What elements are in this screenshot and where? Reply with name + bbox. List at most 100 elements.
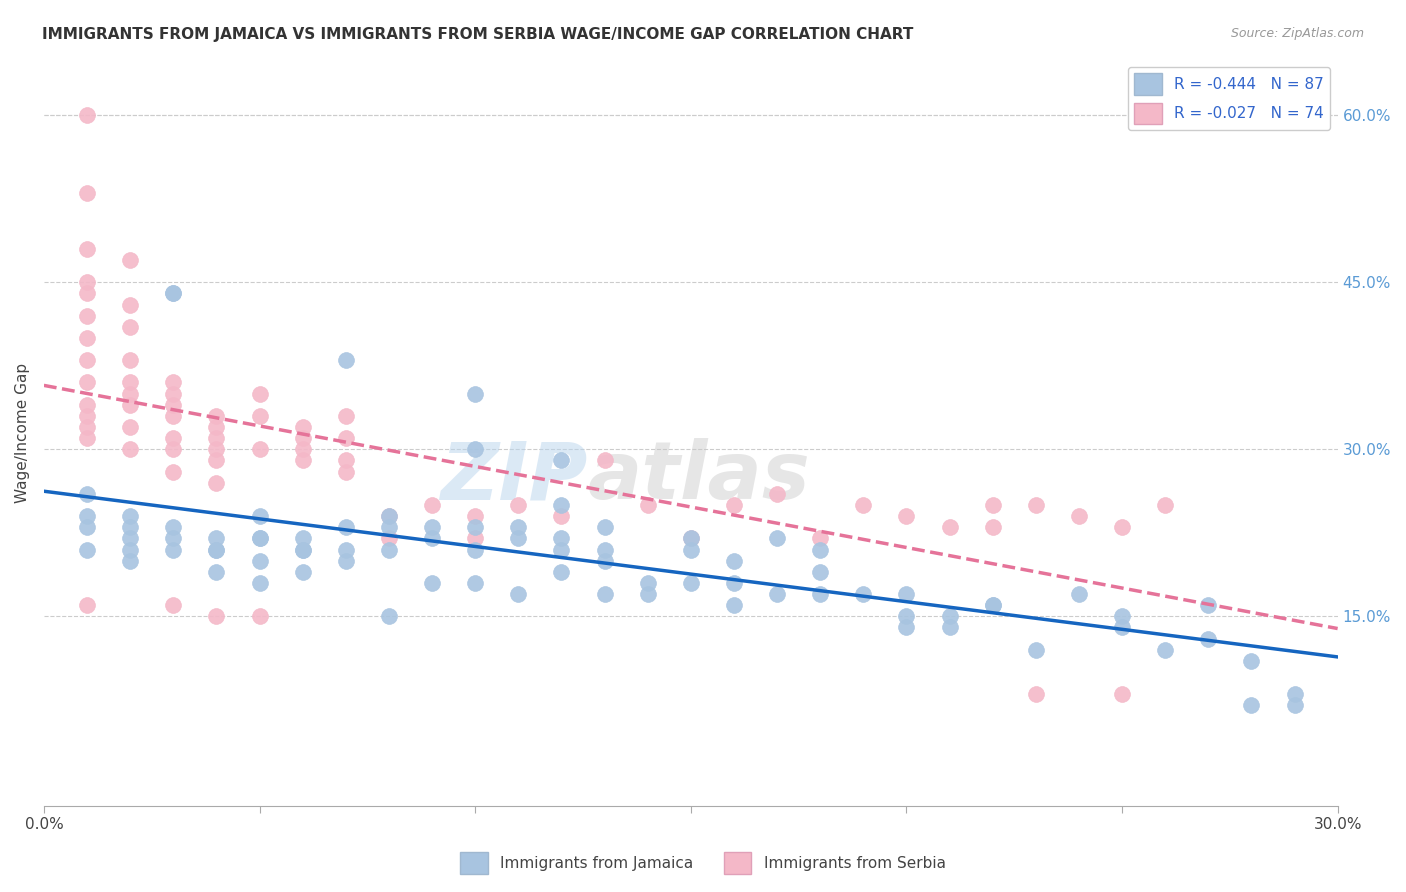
- Point: [120, 520, 142, 534]
- Point: [205, 532, 228, 546]
- Point: [76, 186, 98, 201]
- Point: [76, 309, 98, 323]
- Point: [550, 542, 572, 557]
- Point: [120, 376, 142, 390]
- Point: [1025, 498, 1047, 512]
- Point: [1111, 620, 1133, 634]
- Point: [120, 353, 142, 368]
- Point: [162, 376, 184, 390]
- Point: [420, 520, 443, 534]
- Point: [550, 509, 572, 524]
- Point: [205, 565, 228, 579]
- Point: [508, 587, 530, 601]
- Point: [593, 453, 616, 467]
- Point: [162, 286, 184, 301]
- Point: [162, 409, 184, 423]
- Point: [808, 587, 831, 601]
- Point: [76, 242, 98, 256]
- Point: [76, 420, 98, 434]
- Point: [76, 431, 98, 445]
- Point: [550, 532, 572, 546]
- Point: [205, 542, 228, 557]
- Point: [120, 297, 142, 311]
- Point: [420, 498, 443, 512]
- Point: [420, 575, 443, 590]
- Point: [291, 453, 314, 467]
- Point: [120, 319, 142, 334]
- Point: [464, 575, 486, 590]
- Point: [76, 542, 98, 557]
- Text: Source: ZipAtlas.com: Source: ZipAtlas.com: [1230, 27, 1364, 40]
- Point: [896, 587, 918, 601]
- Point: [162, 598, 184, 612]
- Point: [593, 520, 616, 534]
- Point: [120, 252, 142, 267]
- Point: [766, 487, 789, 501]
- Point: [335, 520, 357, 534]
- Point: [723, 598, 745, 612]
- Point: [120, 532, 142, 546]
- Point: [808, 565, 831, 579]
- Point: [205, 431, 228, 445]
- Point: [120, 542, 142, 557]
- Point: [162, 442, 184, 457]
- Point: [162, 532, 184, 546]
- Point: [896, 609, 918, 624]
- Point: [464, 509, 486, 524]
- Point: [593, 587, 616, 601]
- Point: [162, 286, 184, 301]
- Point: [249, 509, 271, 524]
- Text: ZIP: ZIP: [440, 438, 588, 516]
- Point: [120, 386, 142, 401]
- Point: [162, 431, 184, 445]
- Point: [162, 542, 184, 557]
- Point: [766, 587, 789, 601]
- Point: [679, 542, 702, 557]
- Point: [162, 520, 184, 534]
- Point: [981, 520, 1004, 534]
- Point: [335, 542, 357, 557]
- Point: [291, 420, 314, 434]
- Point: [464, 532, 486, 546]
- Point: [766, 532, 789, 546]
- Point: [1197, 632, 1219, 646]
- Point: [550, 498, 572, 512]
- Point: [679, 575, 702, 590]
- Point: [938, 609, 960, 624]
- Point: [291, 442, 314, 457]
- Legend: R = -0.444   N = 87, R = -0.027   N = 74: R = -0.444 N = 87, R = -0.027 N = 74: [1128, 67, 1330, 130]
- Point: [378, 532, 401, 546]
- Point: [76, 286, 98, 301]
- Point: [76, 331, 98, 345]
- Point: [249, 386, 271, 401]
- Point: [249, 409, 271, 423]
- Point: [335, 453, 357, 467]
- Point: [291, 532, 314, 546]
- Point: [1240, 698, 1263, 713]
- Point: [593, 542, 616, 557]
- Point: [808, 532, 831, 546]
- Point: [291, 565, 314, 579]
- Point: [723, 554, 745, 568]
- Point: [76, 409, 98, 423]
- Point: [464, 520, 486, 534]
- Point: [335, 465, 357, 479]
- Point: [378, 520, 401, 534]
- Point: [76, 275, 98, 289]
- Point: [1025, 687, 1047, 701]
- Point: [808, 542, 831, 557]
- Point: [420, 532, 443, 546]
- Point: [249, 609, 271, 624]
- Point: [291, 542, 314, 557]
- Point: [550, 565, 572, 579]
- Point: [852, 587, 875, 601]
- Point: [76, 509, 98, 524]
- Point: [120, 442, 142, 457]
- Point: [896, 620, 918, 634]
- Point: [981, 598, 1004, 612]
- Point: [162, 386, 184, 401]
- Point: [508, 498, 530, 512]
- Point: [378, 542, 401, 557]
- Point: [464, 542, 486, 557]
- Point: [249, 532, 271, 546]
